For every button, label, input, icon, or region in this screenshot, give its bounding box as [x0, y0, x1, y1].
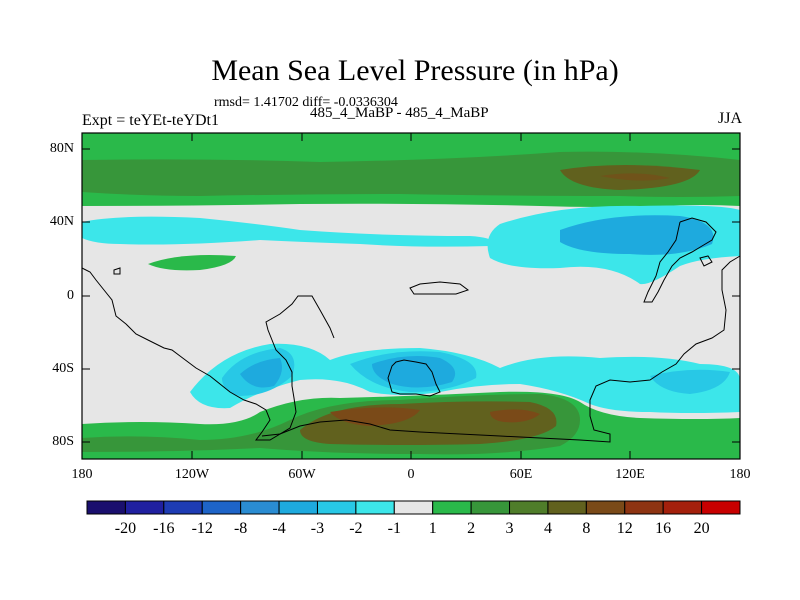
axis-ticks — [82, 133, 740, 459]
colorbar-box — [509, 500, 549, 515]
colorbar-box — [585, 500, 626, 515]
colorbar-box — [316, 500, 357, 515]
colorbar-label: 4 — [543, 520, 552, 537]
colorbar-label: -3 — [310, 520, 325, 537]
colorbar-box — [547, 500, 587, 515]
nh-neg-east-core — [560, 215, 714, 255]
colorbar-box — [470, 500, 511, 515]
chart-title: Mean Sea Level Pressure (in hPa) — [211, 54, 619, 87]
colorbar-box — [240, 500, 280, 515]
colorbar-box — [624, 500, 664, 515]
colorbar — [86, 500, 741, 515]
lon-label-60e: 60E — [509, 467, 533, 482]
colorbar-label: 20 — [693, 520, 710, 537]
stats-line: rmsd= 1.41702 diff= -0.0336304 — [214, 95, 398, 110]
coastlines — [81, 217, 741, 443]
lon-label-120w: 120W — [174, 467, 210, 482]
colorbar-box — [393, 500, 434, 515]
lat-label-80n: 80N — [49, 141, 74, 156]
colorbar-box — [701, 500, 741, 515]
contour-fill — [82, 133, 740, 459]
lon-label-180e: 180 — [729, 467, 751, 482]
colorbar-label: -12 — [191, 520, 213, 537]
colorbar-label: 2 — [467, 520, 476, 537]
subtitle: 485_4_MaBP - 485_4_MaBP — [310, 105, 489, 121]
lat-label-40s: 40S — [52, 361, 74, 376]
colorbar-label: 16 — [655, 520, 672, 537]
south-band-peak2 — [490, 409, 540, 423]
island-coast — [409, 281, 470, 295]
colorbar-box — [662, 500, 703, 515]
colorbar-label: -4 — [272, 520, 286, 537]
season-label: JJA — [717, 110, 742, 127]
colorbar-box — [86, 500, 126, 515]
colorbar-label: 8 — [582, 520, 591, 537]
colorbar-label: -20 — [114, 520, 137, 537]
nh-neg-west — [82, 216, 493, 247]
lon-label-60w: 60W — [288, 467, 316, 482]
antarctica-coast — [261, 255, 741, 443]
colorbar-label: -16 — [153, 520, 175, 537]
sh-neg-pacific-core — [650, 369, 730, 394]
colorbar-box — [278, 500, 318, 515]
north-band-mid — [82, 151, 740, 197]
sh-neg-west-core2 — [240, 358, 282, 388]
lon-label-120e: 120E — [615, 467, 645, 482]
colorbar-label: -1 — [387, 520, 401, 537]
colorbar-label: -2 — [349, 520, 363, 537]
pacific-islands — [699, 255, 713, 267]
lon-label-0: 0 — [407, 467, 415, 482]
colorbar-box — [201, 500, 242, 515]
colorbar-label: -8 — [233, 520, 248, 537]
africa-coast — [387, 359, 441, 397]
colorbar-box — [355, 500, 395, 515]
colorbar-label: 3 — [505, 520, 514, 537]
northern-coast — [643, 217, 717, 303]
lat-label-80s: 80S — [52, 434, 74, 449]
colorbar-box — [432, 500, 472, 515]
lat-label-40n: 40N — [49, 214, 74, 229]
lat-label-0: 0 — [67, 288, 74, 303]
colorbar-label: 1 — [428, 520, 437, 537]
experiment-label: Expt = teYEt-teYDt1 — [82, 112, 219, 129]
colorbar-box — [163, 500, 203, 515]
north-band-peak — [600, 173, 670, 181]
pacific-blob — [148, 255, 236, 271]
colorbar-label: 12 — [616, 520, 633, 537]
small-island — [113, 267, 121, 275]
colorbar-box — [124, 500, 165, 515]
lon-label-180w: 180 — [71, 467, 93, 482]
south-america-coast — [81, 267, 335, 441]
